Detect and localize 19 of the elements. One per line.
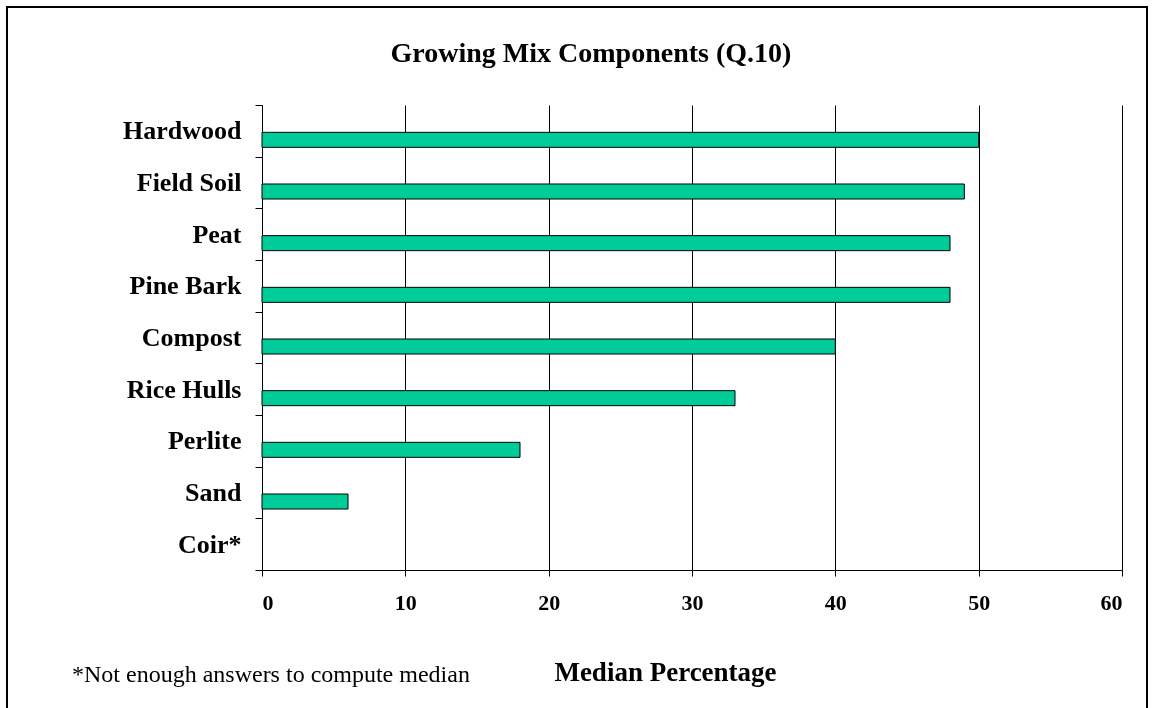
x-tick-label: 40 bbox=[824, 589, 847, 615]
chart-title: Growing Mix Components (Q.10) bbox=[390, 37, 792, 68]
x-tick-label: 20 bbox=[538, 589, 561, 615]
x-tick-label: 0 bbox=[262, 589, 274, 615]
y-tick-label: Compost bbox=[141, 323, 242, 352]
x-axis-title: Median Percentage bbox=[554, 656, 777, 687]
text: *Not enough answers to compute median bbox=[72, 661, 470, 687]
x-tick-label: 30 bbox=[681, 589, 704, 615]
y-tick-label: Perlite bbox=[167, 426, 242, 456]
y-tick-label: Pine Bark bbox=[129, 271, 243, 301]
y-tick-label: Peat bbox=[192, 219, 242, 249]
x-tick-label: 10 bbox=[394, 589, 417, 615]
y-tick-label: Rice Hulls bbox=[126, 374, 242, 404]
y-tick-label: Field Soil bbox=[136, 168, 242, 197]
y-tick-label: Coir* bbox=[177, 529, 242, 559]
y-tick-label: Hardwood bbox=[123, 116, 243, 146]
x-tick-label: 60 bbox=[1100, 589, 1123, 615]
x-tick-label: 50 bbox=[968, 589, 991, 615]
y-tick-label: Sand bbox=[185, 478, 243, 507]
